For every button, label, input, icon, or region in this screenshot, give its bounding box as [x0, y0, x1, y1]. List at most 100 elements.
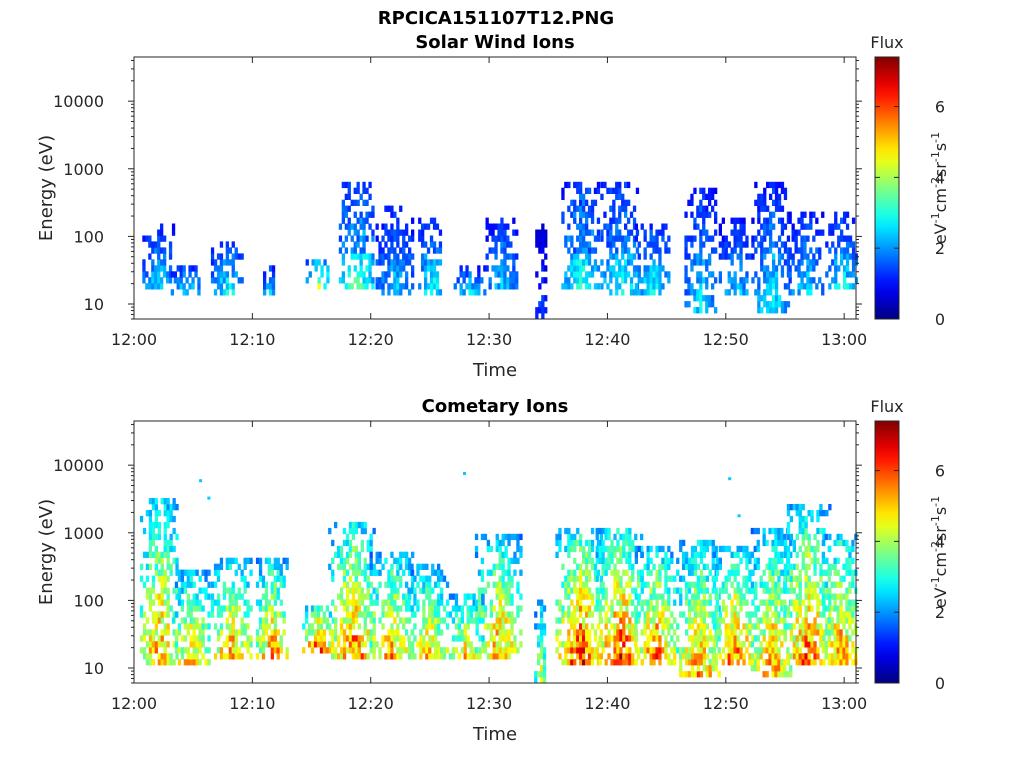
- spectrogram-cell: [754, 181, 758, 189]
- spectrogram-cell: [425, 653, 429, 660]
- spectrogram-cell: [160, 498, 164, 505]
- spectrogram-cell: [601, 563, 605, 570]
- spectrogram-cell: [498, 635, 502, 642]
- spectrogram-cell: [472, 617, 476, 624]
- spectrogram-cell: [419, 563, 423, 570]
- spectrogram-cell: [154, 593, 158, 600]
- spectrogram-cell: [797, 259, 801, 266]
- spectrogram-cell: [834, 217, 838, 224]
- spectrogram-cell: [624, 199, 628, 206]
- spectrogram-cell: [416, 599, 420, 606]
- spectrogram-cell: [643, 611, 647, 618]
- spectrogram-cell: [169, 533, 173, 541]
- spectrogram-cell: [186, 569, 190, 576]
- spectrogram-cell: [442, 617, 447, 624]
- spectrogram-cell: [769, 235, 773, 242]
- spectrogram-cell: [504, 629, 508, 636]
- spectrogram-cell: [317, 277, 321, 284]
- spectrogram-cell: [498, 605, 502, 612]
- spectrogram-cell: [771, 539, 775, 547]
- spectrogram-cell: [655, 229, 659, 236]
- spectrogram-cell: [845, 557, 849, 564]
- spectrogram-cell: [596, 653, 601, 660]
- spectrogram-cell: [434, 629, 438, 636]
- spectrogram-cell: [210, 277, 215, 284]
- spectrogram-cell: [622, 653, 626, 660]
- spectrogram-cell: [507, 641, 511, 648]
- spectrogram-cell: [489, 569, 493, 576]
- spectrogram-cell: [699, 271, 703, 278]
- spectrogram-cell: [655, 265, 659, 272]
- spectrogram-cell: [708, 259, 712, 266]
- spectrogram-cell: [848, 235, 853, 242]
- spectrogram-cell: [500, 217, 504, 224]
- spectrogram-cell: [714, 623, 718, 630]
- x-axis-label: Time: [472, 724, 517, 745]
- spectrogram-cell: [851, 659, 855, 666]
- spectrogram-cell: [411, 253, 415, 260]
- spectrogram-cell: [345, 647, 350, 654]
- spectrogram-cell: [174, 641, 179, 648]
- spectrogram-cell: [679, 587, 683, 594]
- spectrogram-cell: [593, 247, 598, 254]
- spectrogram-cell: [459, 289, 463, 296]
- spectrogram-cell: [748, 659, 752, 666]
- spectrogram-cell: [390, 593, 394, 600]
- spectrogram-cell: [172, 527, 176, 535]
- spectrogram-cell: [410, 629, 414, 636]
- spectrogram-cell: [313, 611, 318, 618]
- spectrogram-cell: [480, 575, 485, 582]
- spectrogram-cell: [601, 551, 605, 558]
- spectrogram-cell: [375, 277, 379, 284]
- spectrogram-cell: [736, 611, 740, 618]
- spectrogram-cell: [515, 277, 519, 284]
- spectrogram-cell: [540, 653, 544, 660]
- spectrogram-cell: [169, 569, 173, 576]
- spectrogram-cell: [538, 247, 542, 254]
- spectrogram-cell: [357, 635, 361, 642]
- spectrogram-cell: [658, 617, 662, 624]
- spectrogram-cell: [428, 647, 432, 654]
- spectrogram-cell: [851, 545, 855, 553]
- spectrogram-cell: [426, 247, 431, 254]
- spectrogram-cell: [640, 277, 644, 284]
- spectrogram-cell: [516, 605, 520, 612]
- spectrogram-cell: [166, 587, 170, 594]
- spectrogram-cell: [402, 235, 406, 242]
- spectrogram-cell: [757, 295, 761, 302]
- spectrogram-cell: [381, 623, 385, 630]
- spectrogram-cell: [405, 593, 409, 600]
- spectrogram-cell: [353, 187, 357, 194]
- spectrogram-cell: [833, 581, 837, 588]
- spectrogram-cell: [610, 605, 614, 612]
- spectrogram-cell: [142, 551, 147, 558]
- spectrogram-cell: [718, 241, 722, 248]
- spectrogram-cell: [201, 605, 205, 612]
- spectrogram-cell: [825, 557, 829, 564]
- spectrogram-cell: [789, 599, 793, 606]
- spectrogram-cell: [783, 187, 788, 194]
- spectrogram-cell: [189, 641, 193, 648]
- spectrogram-cell: [679, 671, 683, 678]
- spectrogram-cell: [730, 247, 734, 254]
- spectrogram-cell: [690, 623, 695, 630]
- spectrogram-cell: [402, 253, 406, 260]
- spectrogram-cell: [396, 653, 400, 660]
- spectrogram-cell: [567, 551, 571, 558]
- spectrogram-cell: [151, 527, 156, 535]
- spectrogram-cell: [733, 289, 737, 296]
- spectrogram-cell: [576, 181, 580, 189]
- spectrogram-cell: [652, 617, 656, 624]
- spectrogram-cell: [337, 593, 341, 600]
- spectrogram-cell: [576, 605, 580, 612]
- spectrogram-cell: [255, 629, 260, 636]
- spectrogram-cell: [839, 593, 843, 600]
- spectrogram-cell: [652, 629, 656, 636]
- spectrogram-cell: [816, 557, 820, 564]
- spectrogram-cell: [228, 587, 232, 594]
- spectrogram-cell: [646, 241, 650, 248]
- spectrogram-cell: [440, 653, 444, 660]
- spectrogram-cell: [658, 229, 662, 236]
- spectrogram-cell: [225, 623, 229, 630]
- spectrogram-cell: [786, 521, 791, 529]
